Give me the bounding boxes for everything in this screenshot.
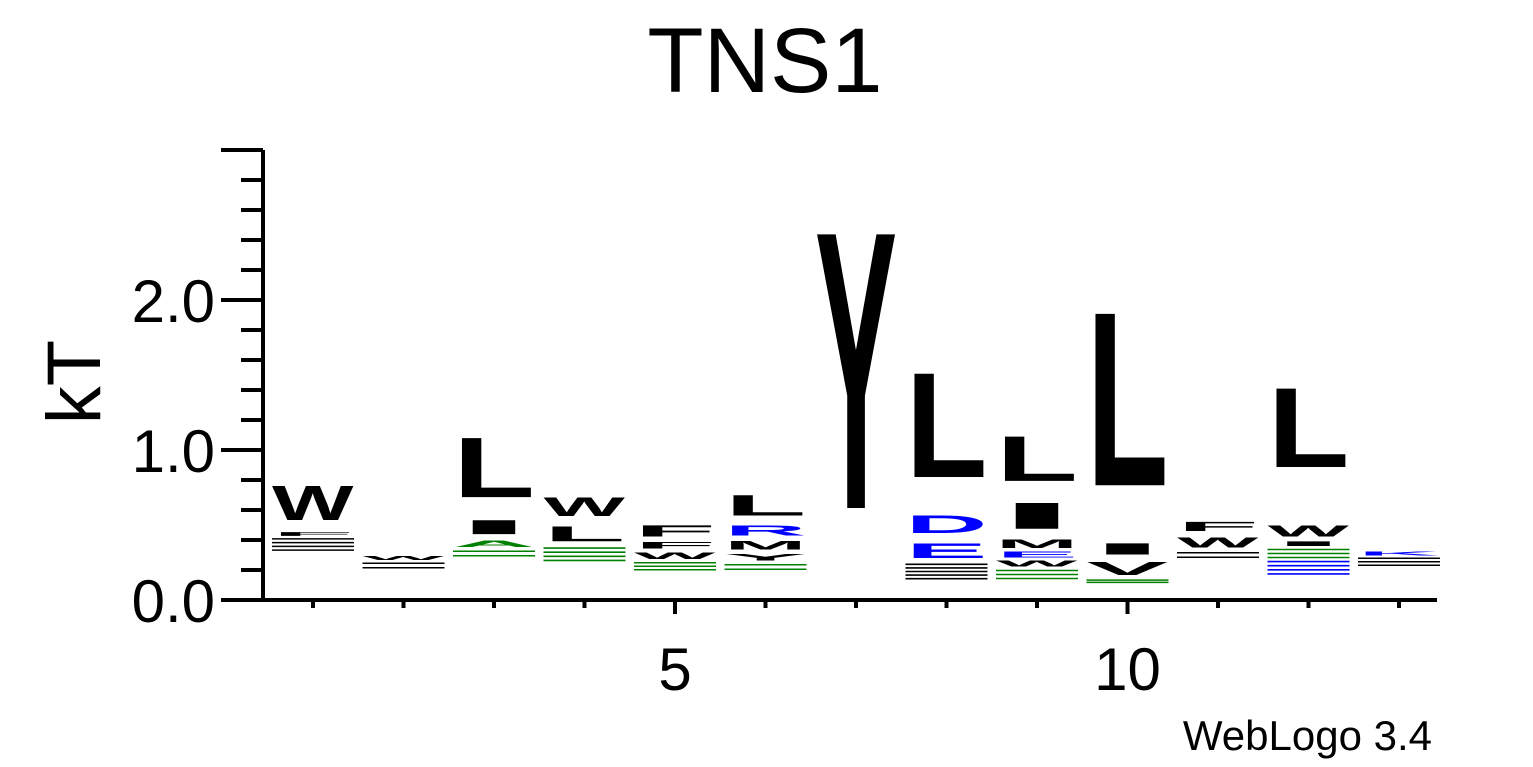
glyph-i: I	[453, 516, 535, 538]
glyph-w: W	[363, 555, 445, 561]
glyph-i: I	[1268, 540, 1350, 547]
glyph-w: W	[634, 551, 716, 562]
glyph-f: F	[634, 522, 716, 540]
y-axis: 0.0 1.0 2.0	[132, 148, 265, 635]
glyph-e: E	[996, 551, 1078, 560]
glyph-f: F	[634, 540, 716, 550]
glyph-l: L	[1268, 365, 1350, 492]
glyph-w: W	[1268, 522, 1350, 540]
glyph-l: L	[725, 489, 807, 522]
logo-column: FW	[1177, 519, 1259, 559]
glyph-k: K	[1358, 551, 1440, 557]
y-tick-label: 1.0	[132, 418, 215, 485]
glyph-w: W	[272, 475, 354, 531]
glyph-e: E	[906, 538, 988, 562]
logo-column: Y	[815, 149, 897, 594]
logo-column: K	[1358, 551, 1440, 567]
x-axis: 5 10	[261, 598, 1437, 703]
glyph-f: F	[272, 531, 354, 537]
glyph-w: W	[1177, 534, 1259, 550]
glyph-l: L	[453, 420, 535, 516]
x-tick-label: 5	[658, 636, 691, 703]
glyph-m: M	[725, 539, 807, 552]
glyph-i: I	[1087, 540, 1169, 558]
glyph-r: R	[725, 522, 807, 538]
glyph-d: D	[906, 510, 988, 538]
logo-column: W	[362, 555, 445, 569]
glyph-y: Y	[725, 552, 807, 562]
glyph-v: V	[1087, 558, 1169, 579]
logo-column: FFW	[634, 522, 716, 571]
glyph-l: L	[906, 342, 988, 510]
glyph-l: L	[1087, 261, 1169, 539]
glyph-l: L	[544, 522, 626, 546]
glyph-w: W	[996, 560, 1078, 569]
y-tick-label: 2.0	[132, 268, 215, 335]
x-tick-label: 10	[1094, 636, 1161, 703]
logo-column: WF	[272, 475, 354, 551]
glyph-f: F	[1177, 519, 1259, 534]
glyph-a: A	[453, 539, 535, 549]
glyph-l: L	[996, 423, 1078, 494]
logo-column: LDE	[905, 342, 988, 580]
glyph-m: M	[996, 537, 1078, 550]
glyph-i: I	[996, 495, 1078, 537]
y-axis-label: kT	[32, 340, 117, 424]
glyph-w: W	[544, 492, 626, 522]
logo-column: LIV	[1086, 261, 1169, 584]
logo-column: LIA	[453, 420, 535, 557]
y-tick-label: 0.0	[132, 568, 215, 635]
logo-column: L WI	[1267, 365, 1350, 575]
glyph-y: Y	[815, 149, 897, 594]
chart-title: TNS1	[647, 10, 882, 112]
weblogo-version-label: WebLogo 3.4	[1183, 712, 1432, 759]
logo-column: WL	[543, 492, 626, 562]
